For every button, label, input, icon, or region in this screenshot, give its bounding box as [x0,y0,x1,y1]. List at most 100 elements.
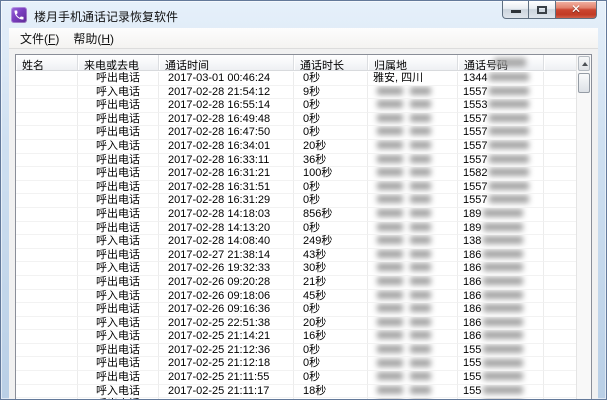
location-blur [373,113,431,125]
phone-number-blur [489,181,530,190]
cell-call-time: 2017-02-28 21:54:12 [159,85,294,100]
cell-duration: 0秒 [294,126,368,140]
call-record-row[interactable]: 呼出电话 2017-02-28 14:18:03 856秒 189 [16,207,576,222]
column-header-duration[interactable]: 通话时长 [294,55,368,70]
location-blur [373,208,431,220]
column-header-location[interactable]: 归属地 [368,55,458,70]
call-record-row[interactable]: 呼出电话 2017-02-26 09:16:36 0秒 186 [16,303,576,317]
phone-number-blur [483,385,524,394]
cell-phone-number: 155 [458,384,544,399]
cell-name [16,180,78,195]
call-record-row[interactable]: 呼入电话 2017-02-26 19:32:33 30秒 186 [16,262,576,276]
maximize-button[interactable] [529,1,555,19]
cell-call-time: 2017-02-28 16:33:11 [159,153,294,168]
cell-name [16,357,78,372]
phone-number-prefix: 1557 [463,180,488,193]
call-record-row[interactable]: 呼出电话 2017-02-28 16:55:14 0秒 1553 [16,99,576,113]
cell-filler [544,357,576,372]
call-record-row[interactable]: 呼入电话 2017-02-28 14:08:40 249秒 138 [16,235,576,249]
cell-filler [544,208,576,222]
call-record-row[interactable]: 呼入电话 2017-02-25 21:11:17 18秒 155 [16,384,576,399]
cell-duration: 36秒 [294,153,368,168]
minimize-button[interactable] [502,1,529,19]
cell-phone-number: 186 [458,316,544,331]
phone-number-prefix: 1557 [463,153,488,166]
scrollbar-up-button[interactable] [578,56,590,71]
cell-location [368,85,458,100]
cell-call-time: 2017-02-27 21:38:14 [159,248,294,263]
cell-call-time: 2017-02-26 09:18:06 [159,289,294,304]
column-header-name[interactable]: 姓名 [16,55,78,70]
cell-duration: 0秒 [294,112,368,127]
phone-number-prefix: 155 [463,343,482,356]
call-record-row[interactable]: 呼出电话 2017-02-28 16:31:29 0秒 1557 [16,194,576,208]
menu-item-help[interactable]: 帮助(H) [73,31,115,46]
call-record-row[interactable]: 呼入电话 2017-02-26 09:18:06 45秒 186 [16,289,576,304]
cell-call-direction: 呼出电话 [78,180,159,195]
cell-filler [544,126,576,140]
call-record-row[interactable]: 呼入电话 2017-02-28 21:54:12 9秒 1557 [16,85,576,100]
cell-call-time: 2017-02-28 14:18:03 [159,207,294,222]
call-record-row[interactable]: 呼出电话 2017-02-28 16:47:50 0秒 1557 [16,126,576,140]
minimize-icon [511,10,521,13]
call-record-row[interactable]: 呼出电话 2017-02-28 16:31:21 100秒 1582 [16,167,576,181]
phone-number-blur [483,331,524,340]
column-header-call-time[interactable]: 通话时间 [159,55,294,70]
cell-filler [544,249,576,263]
cell-call-direction: 呼入电话 [78,289,159,304]
cell-filler [544,235,576,249]
cell-phone-number: 186 [458,330,544,344]
column-header-phone-number[interactable]: 通话号码 [458,55,544,70]
cell-call-time: 2017-02-26 19:32:33 [159,262,294,276]
cell-duration: 0秒 [294,221,368,236]
cell-duration: 0秒 [294,303,368,317]
call-record-row[interactable]: 呼出电话 2017-02-28 16:49:48 0秒 1557 [16,112,576,127]
cell-duration: 0秒 [294,371,368,385]
cell-call-time: 2017-02-28 16:31:29 [159,194,294,208]
cell-call-time: 2017-02-28 16:47:50 [159,126,294,140]
cell-duration [294,398,368,399]
cell-name [16,99,78,113]
phone-number-blur [483,317,524,326]
phone-number-prefix: 186 [463,316,482,329]
phone-number-blur [489,154,530,163]
cell-duration: 100秒 [294,167,368,181]
cell-name [16,167,78,181]
phone-number-prefix: 1557 [463,85,488,98]
cell-call-direction: 呼出电话 [78,126,159,140]
cell-filler [544,290,576,304]
call-record-row[interactable]: 呼出电话 2017-03-01 00:46:24 0秒 雅安, 四川 1344 [16,72,576,86]
cell-phone-number: 155 [458,371,544,385]
call-record-row[interactable]: 呼出电话 2017-02-27 21:38:14 43秒 186 [16,248,576,263]
call-record-row[interactable]: 呼入电话 2017-02-28 16:34:01 20秒 1557 [16,139,576,154]
menu-item-file[interactable]: 文件(F) [20,31,60,46]
call-record-row[interactable]: 呼出电话 2017-02-28 14:13:20 0秒 189 [16,221,576,236]
phone-number-blur [489,141,530,150]
cell-phone-number: 1557 [458,139,544,154]
cell-call-time: 2017-02-25 21:12:36 [159,343,294,358]
call-record-row[interactable]: 呼出电话 2017-02-25 21:12:36 0秒 155 [16,343,576,358]
call-record-row[interactable]: 呼入电话 2017-02-25 22:51:38 20秒 186 [16,316,576,331]
call-record-row[interactable]: 呼出电话 2017-02-25 21:11:55 0秒 155 [16,371,576,385]
location-blur [373,330,431,342]
vertical-scrollbar[interactable] [576,55,591,399]
column-header-call-direction[interactable]: 来电或去电 [78,55,159,70]
call-record-row[interactable]: 呼出电话 2017-02-25 155 [16,398,576,399]
phone-number-blur [483,290,524,299]
close-button[interactable]: ✕ [555,1,597,19]
title-bar[interactable]: 楼月手机通话记录恢复软件 ✕ [1,1,606,28]
phone-number-prefix: 1582 [463,167,488,180]
call-records-table: 姓名 来电或去电 通话时间 通话时长 归属地 通话号码 呼出电话 2017-03… [15,54,592,399]
cell-name [16,275,78,290]
call-record-row[interactable]: 呼出电话 2017-02-26 09:20:28 21秒 186 [16,275,576,290]
table-body: 呼出电话 2017-03-01 00:46:24 0秒 雅安, 四川 1344 … [16,72,576,399]
cell-filler [544,262,576,276]
call-record-row[interactable]: 呼出电话 2017-02-28 16:33:11 36秒 1557 [16,153,576,168]
call-record-row[interactable]: 呼入电话 2017-02-25 21:14:21 16秒 186 [16,330,576,344]
cell-phone-number: 186 [458,262,544,276]
phone-number-blur [489,73,530,82]
scrollbar-thumb[interactable] [578,73,590,93]
call-record-row[interactable]: 呼出电话 2017-02-28 16:31:51 0秒 1557 [16,180,576,195]
call-record-row[interactable]: 呼出电话 2017-02-25 21:12:18 0秒 155 [16,357,576,372]
cell-name [16,126,78,140]
